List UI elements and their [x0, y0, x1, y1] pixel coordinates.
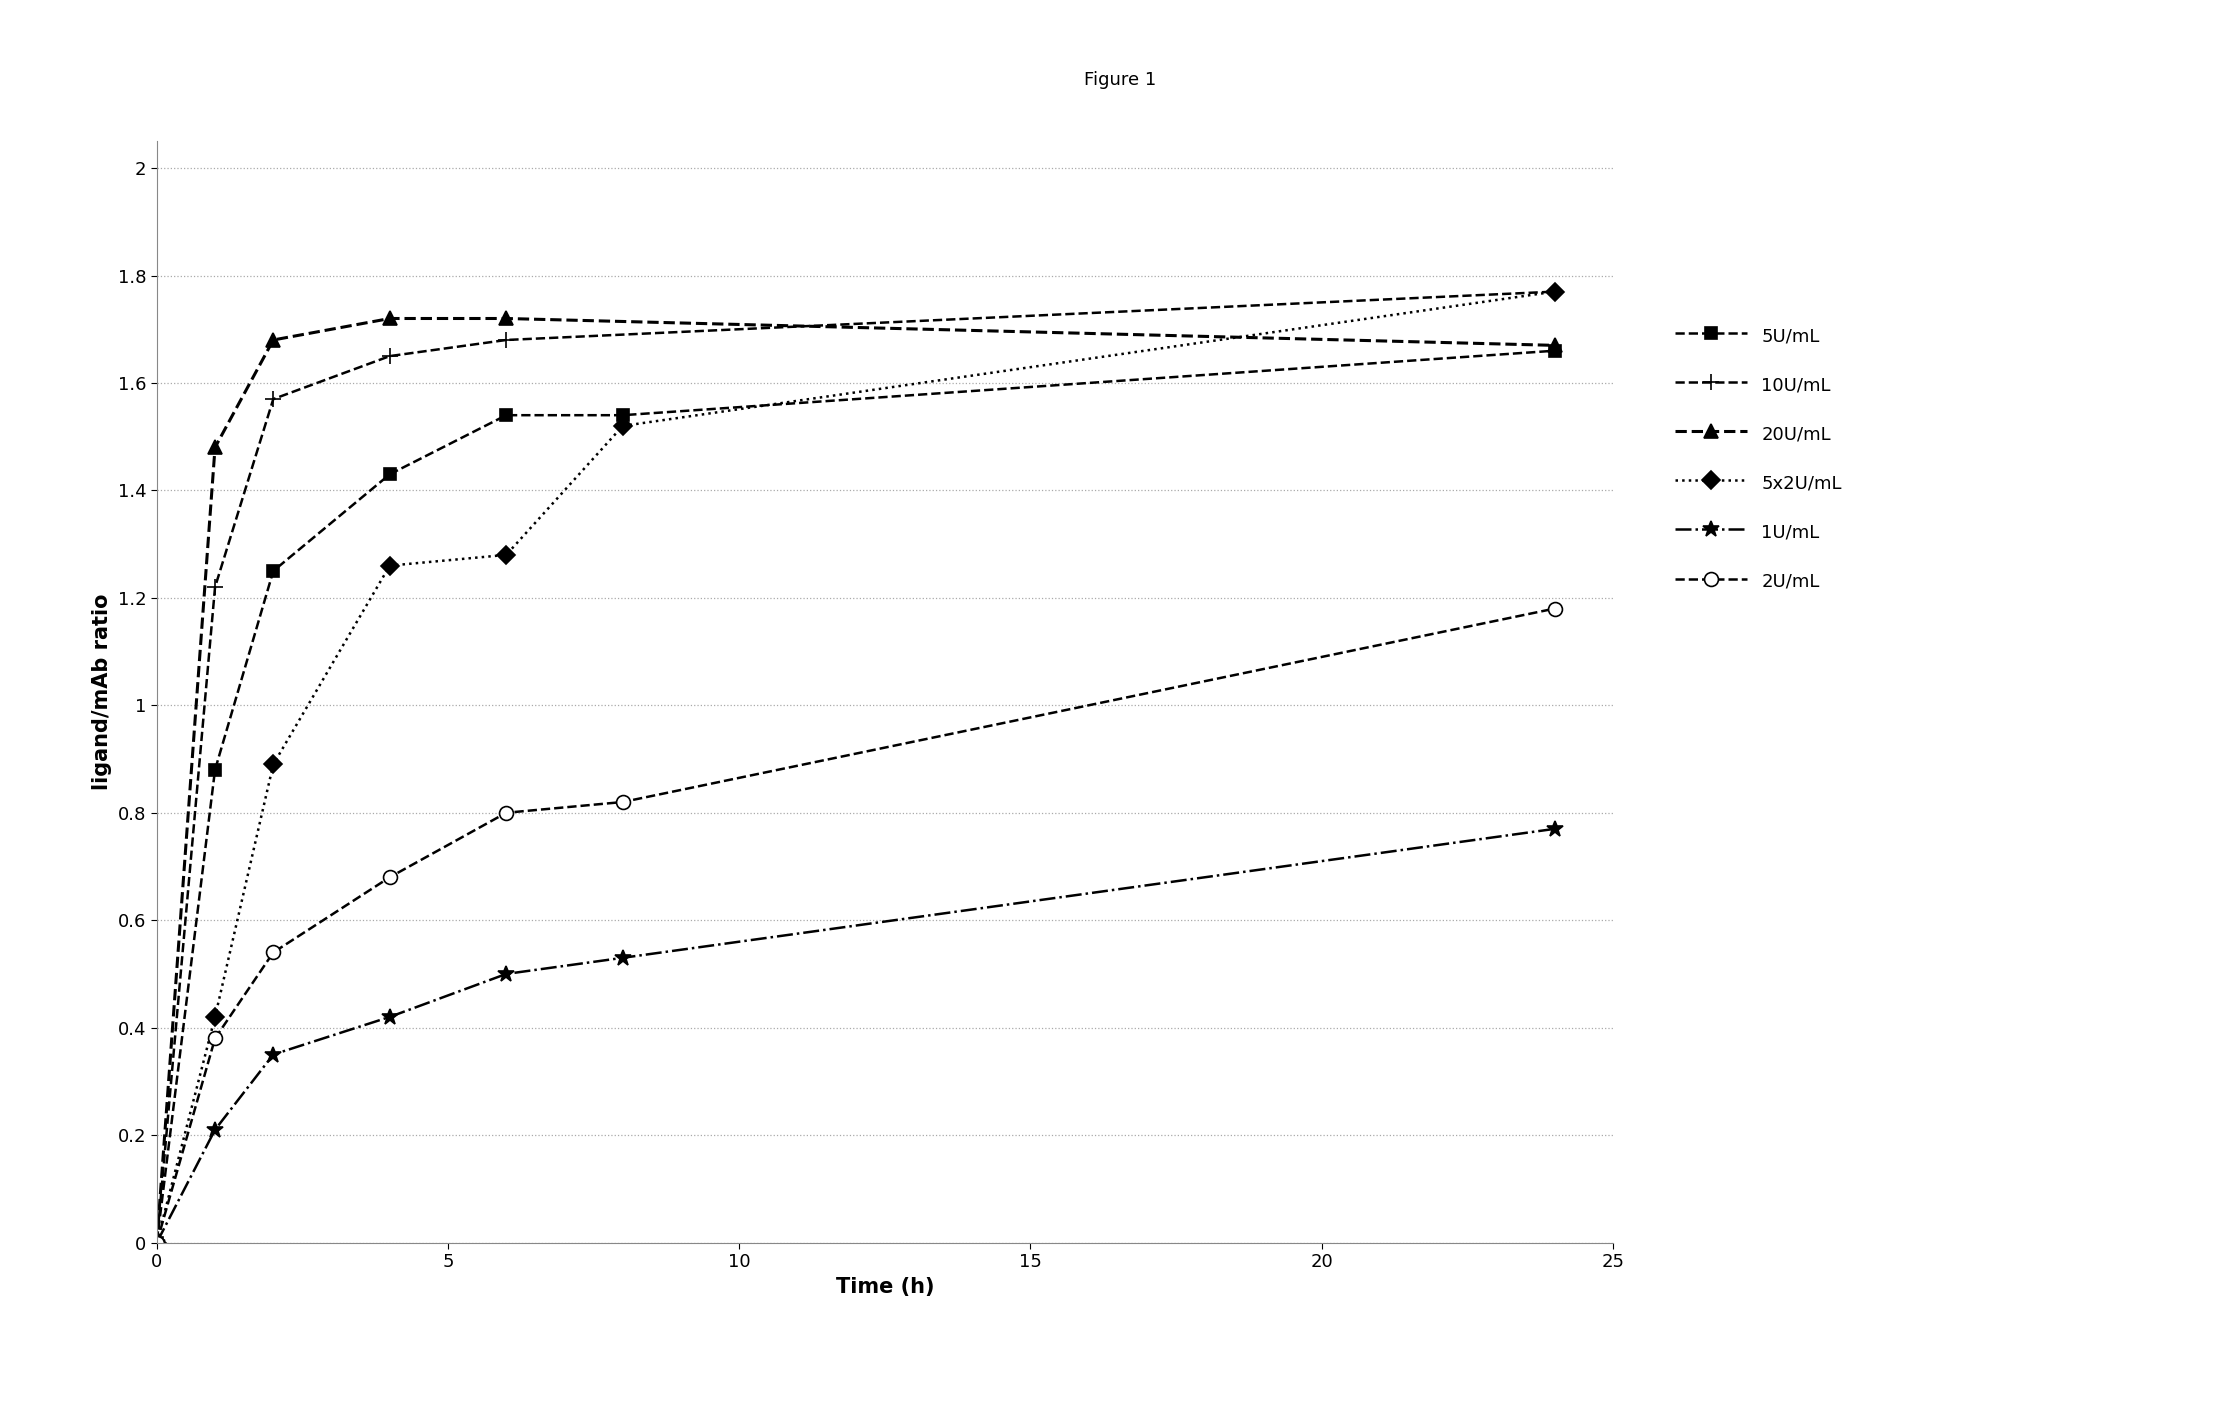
1U/mL [376, 1008, 403, 1025]
5U/mL [202, 761, 228, 778]
5x2U/mL [260, 755, 287, 772]
2U/mL [143, 1234, 170, 1251]
10U/mL [376, 347, 403, 364]
Legend: 5U/mL, 10U/mL, 20U/mL, 5x2U/mL, 1U/mL, 2U/mL: 5U/mL, 10U/mL, 20U/mL, 5x2U/mL, 1U/mL, 2… [1667, 315, 1850, 602]
20U/mL [143, 1234, 170, 1251]
1U/mL [1541, 820, 1568, 837]
Text: Figure 1: Figure 1 [1084, 71, 1156, 89]
5U/mL [493, 407, 520, 424]
1U/mL [202, 1121, 228, 1138]
Line: 20U/mL: 20U/mL [150, 312, 1561, 1250]
5x2U/mL [376, 558, 403, 575]
5x2U/mL [609, 418, 636, 435]
5U/mL [376, 466, 403, 483]
2U/mL [1541, 600, 1568, 617]
5U/mL [143, 1234, 170, 1251]
2U/mL [493, 805, 520, 822]
1U/mL [260, 1046, 287, 1063]
Line: 2U/mL: 2U/mL [150, 602, 1561, 1250]
10U/mL [1541, 284, 1568, 301]
5U/mL [260, 562, 287, 579]
10U/mL [202, 579, 228, 596]
20U/mL [1541, 337, 1568, 354]
2U/mL [609, 794, 636, 810]
1U/mL [609, 949, 636, 966]
5U/mL [1541, 342, 1568, 359]
Line: 10U/mL: 10U/mL [148, 284, 1564, 1251]
5x2U/mL [143, 1234, 170, 1251]
20U/mL [376, 311, 403, 328]
5U/mL [609, 407, 636, 424]
Y-axis label: ligand/mAb ratio: ligand/mAb ratio [92, 593, 112, 791]
20U/mL [260, 332, 287, 349]
10U/mL [493, 332, 520, 349]
Line: 5x2U/mL: 5x2U/mL [150, 285, 1561, 1248]
Line: 5U/mL: 5U/mL [150, 345, 1561, 1248]
1U/mL [143, 1234, 170, 1251]
1U/mL [493, 966, 520, 983]
20U/mL [202, 439, 228, 456]
10U/mL [143, 1234, 170, 1251]
5x2U/mL [1541, 284, 1568, 301]
2U/mL [202, 1029, 228, 1046]
5x2U/mL [202, 1008, 228, 1025]
20U/mL [493, 311, 520, 328]
10U/mL [260, 391, 287, 408]
Line: 1U/mL: 1U/mL [148, 820, 1564, 1251]
X-axis label: Time (h): Time (h) [836, 1276, 934, 1296]
2U/mL [376, 868, 403, 885]
2U/mL [260, 945, 287, 962]
5x2U/mL [493, 546, 520, 563]
